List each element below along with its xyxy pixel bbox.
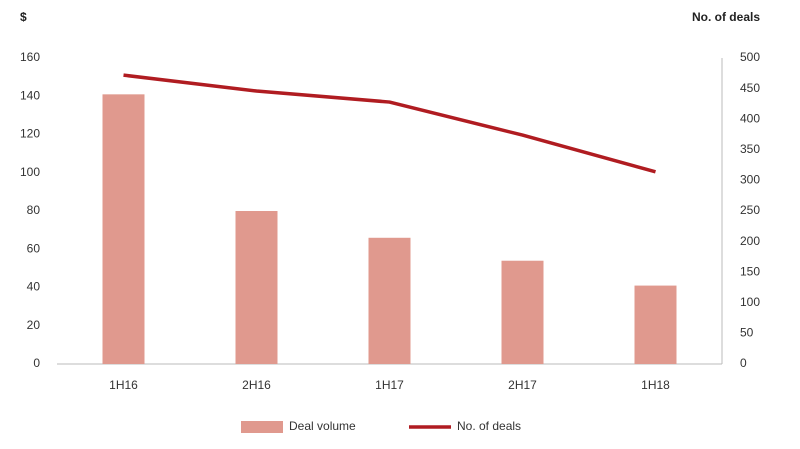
bar (368, 237, 411, 364)
y2-tick-label: 300 (740, 173, 760, 187)
y2-tick-label: 250 (740, 203, 760, 217)
y2-axis-title: No. of deals (692, 10, 760, 24)
y-tick-label: 140 (20, 88, 40, 102)
y2-tick-label: 450 (740, 81, 760, 95)
bar (501, 260, 544, 364)
y2-tick-label: 0 (740, 356, 747, 370)
line (123, 73, 656, 174)
y-tick-label: 20 (27, 318, 41, 332)
y-tick-label: 160 (20, 50, 40, 64)
y-tick-label: 40 (27, 280, 41, 294)
y2-tick-label: 200 (740, 234, 760, 248)
legend-swatch (241, 421, 283, 433)
y2-tick-label: 50 (740, 326, 754, 340)
x-tick-label: 1H17 (375, 378, 404, 392)
y-tick-label: 0 (33, 356, 40, 370)
y-axis-title: $ (20, 10, 27, 24)
y-tick-label: 80 (27, 203, 41, 217)
y-tick-label: 120 (20, 127, 40, 141)
legend-label: No. of deals (457, 419, 521, 433)
y2-tick-label: 100 (740, 295, 760, 309)
bar (235, 211, 278, 364)
y-tick-label: 100 (20, 165, 40, 179)
y2-tick-label: 400 (740, 111, 760, 125)
bar (102, 94, 145, 365)
x-tick-label: 2H16 (242, 378, 271, 392)
y2-tick-label: 150 (740, 264, 760, 278)
x-tick-label: 1H16 (109, 378, 138, 392)
y2-tick-label: 500 (740, 50, 760, 64)
x-tick-label: 2H17 (508, 378, 537, 392)
x-tick-label: 1H18 (641, 378, 670, 392)
bar (634, 285, 677, 364)
legend-label: Deal volume (289, 419, 356, 433)
y2-tick-label: 350 (740, 142, 760, 156)
y-tick-label: 60 (27, 241, 41, 255)
